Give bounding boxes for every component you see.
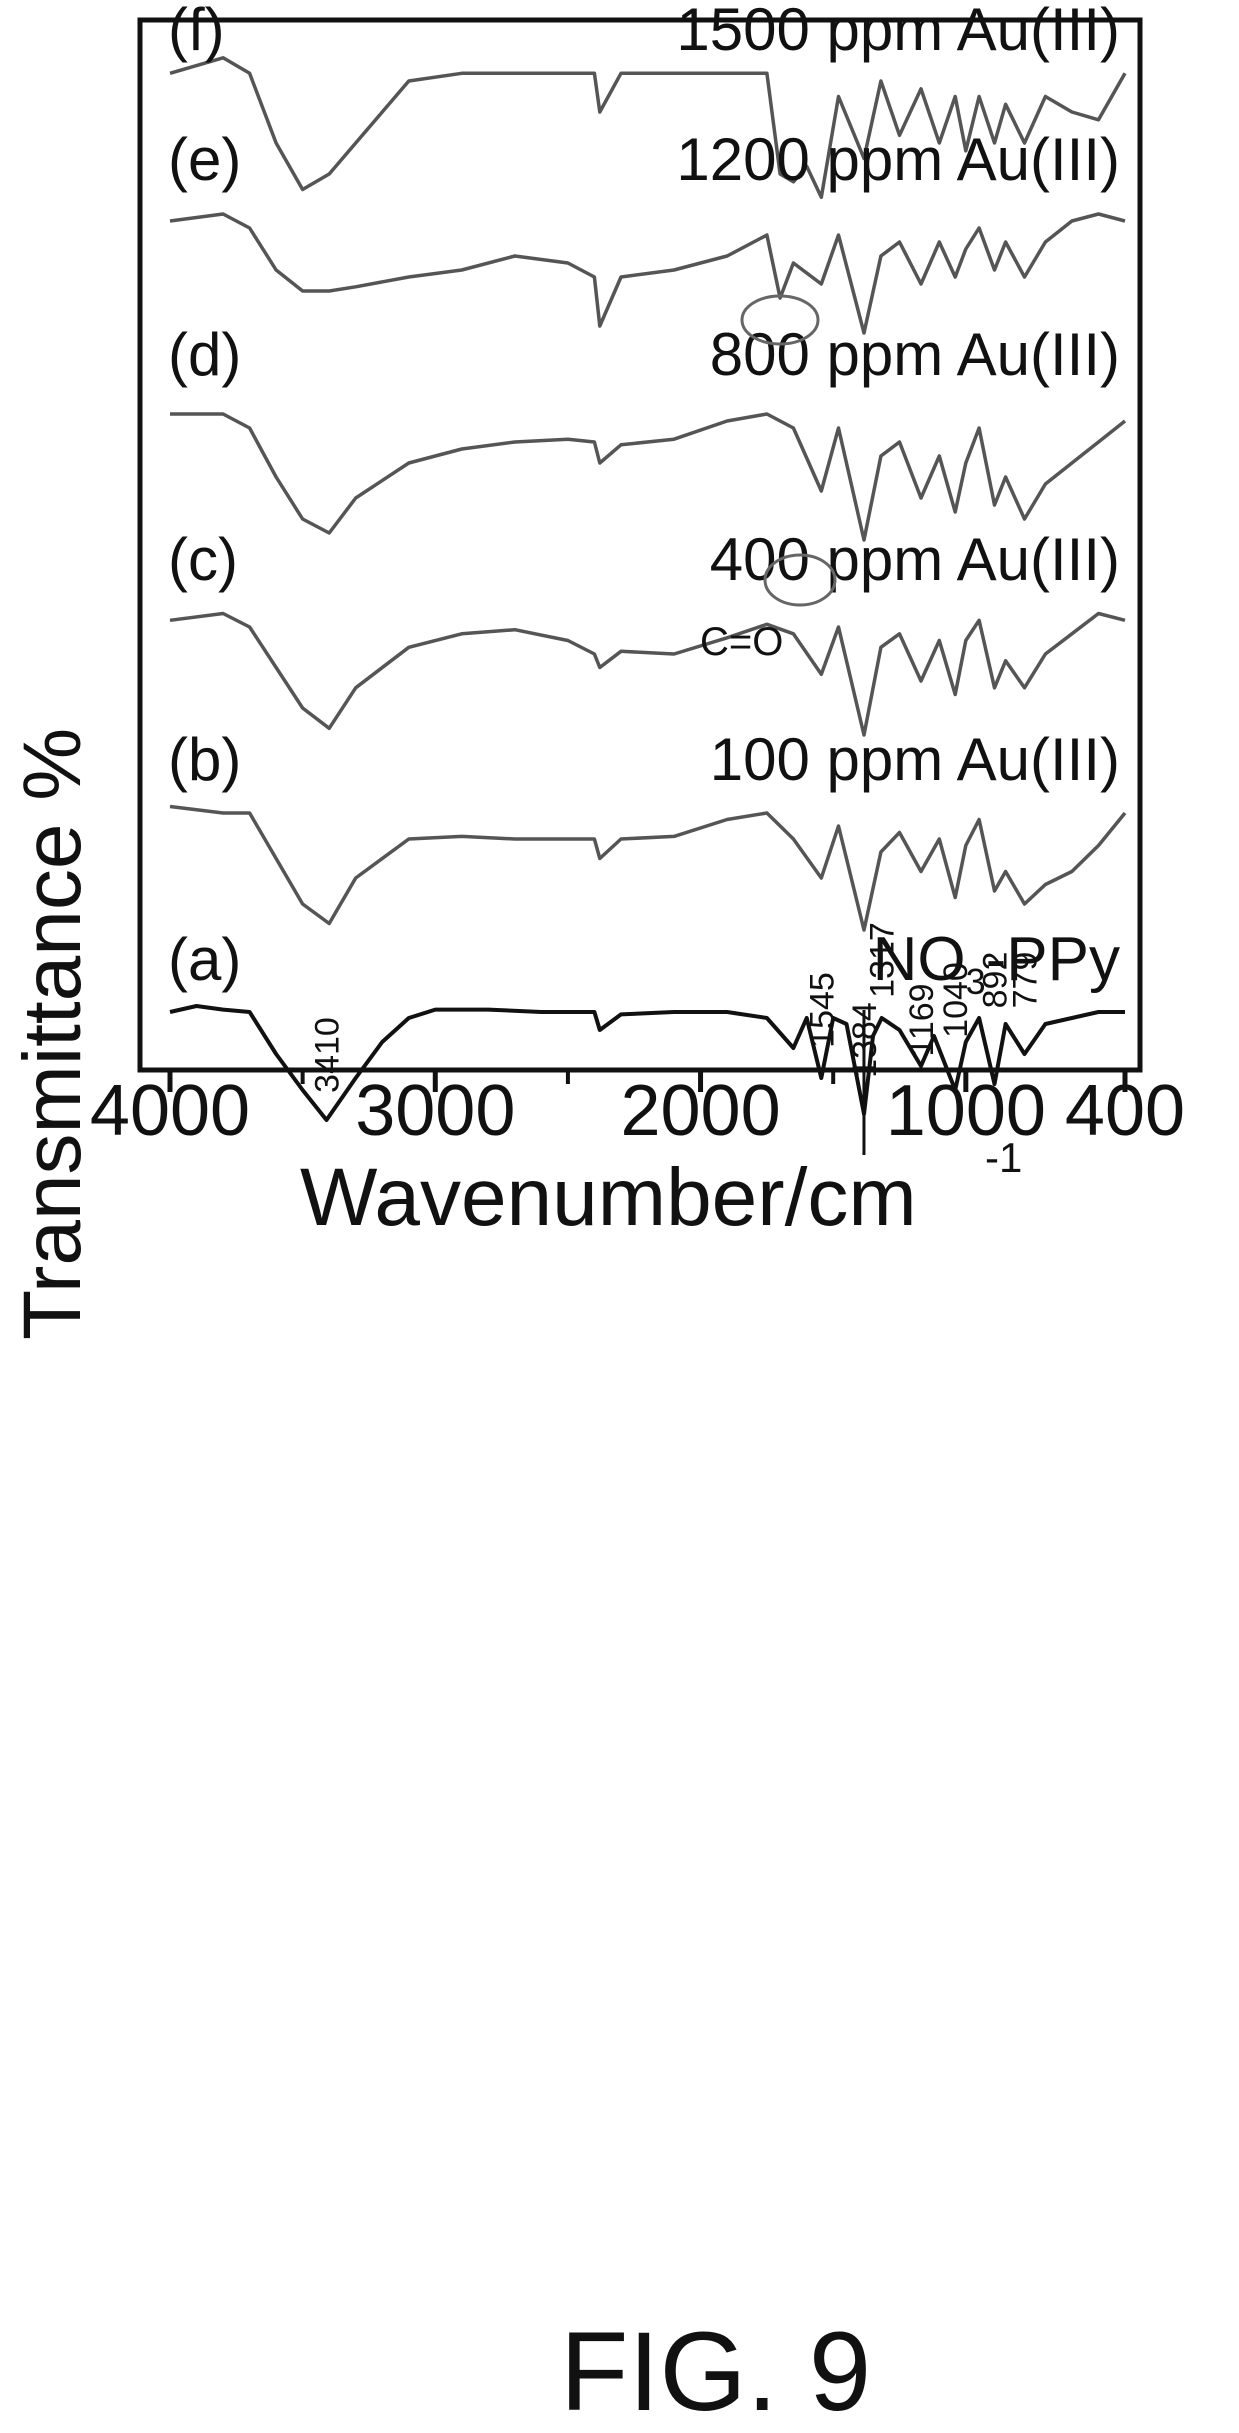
series-label-a: NO3-PPy	[873, 925, 1120, 1002]
x-axis-ticks	[167, 1070, 1128, 1092]
peak-label-779: 779	[1007, 952, 1045, 1009]
peak-label-1317: 1317	[864, 922, 902, 998]
peak-labels: 341015451384131711691040892779	[309, 922, 1045, 1155]
y-axis-title: Transmittance %	[7, 728, 98, 1340]
x-axis-title-superscript: -1	[985, 1134, 1022, 1181]
series-label-d: 800 ppm Au(III)	[710, 321, 1120, 388]
series-line-a	[169, 1004, 1125, 1122]
x-axis-title: Wavenumber/cm	[300, 1152, 917, 1243]
series-label-c: 400 ppm Au(III)	[710, 526, 1120, 593]
series-line-f	[169, 56, 1127, 200]
peak-label-1169: 1169	[903, 983, 941, 1056]
peak-label-1545: 1545	[803, 972, 841, 1048]
x-tick-label-2000: 2000	[620, 1071, 780, 1151]
panel-label-b: (b)	[168, 726, 241, 793]
panel-label-d: (d)	[168, 321, 241, 388]
panel-label-c: (c)	[168, 526, 238, 593]
series-line-d	[170, 412, 1127, 542]
panel-label-f: (f)	[168, 0, 225, 63]
peak-label-1040: 1040	[937, 962, 975, 1038]
carbonyl-label: C=O	[700, 620, 783, 664]
panel-labels: (a) NO3-PPy (b) 100 ppm Au(III) (c) 400 ppm A…	[168, 0, 1120, 1002]
peak-label-892: 892	[977, 952, 1015, 1009]
x-axis-tick-labels: 4000 3000 2000 1000 400	[90, 1071, 1185, 1151]
x-tick-label-1000: 1000	[886, 1071, 1046, 1151]
series-line-b	[169, 804, 1127, 932]
plot-frame	[137, 17, 1143, 1073]
series-label-e: 1200 ppm Au(III)	[676, 126, 1120, 193]
panel-label-e: (e)	[168, 126, 241, 193]
series-label-f: 1500 ppm Au(III)	[676, 0, 1120, 63]
carbonyl-ellipse-e	[763, 553, 837, 607]
x-tick-label-3000: 3000	[355, 1071, 515, 1151]
series-line-c	[169, 611, 1126, 737]
series-layer	[169, 56, 1127, 1122]
x-tick-label-4000: 4000	[90, 1071, 250, 1151]
series-line-e	[169, 212, 1126, 335]
x-tick-label-400: 400	[1065, 1071, 1185, 1151]
carbonyl-annotation: C=O	[700, 294, 837, 664]
carbonyl-ellipse-f	[740, 294, 820, 346]
series-label-b: 100 ppm Au(III)	[710, 726, 1120, 793]
figure-caption: FIG. 9	[560, 2309, 871, 2433]
panel-label-a: (a)	[168, 926, 241, 993]
peak-label-3410: 3410	[309, 1017, 347, 1093]
